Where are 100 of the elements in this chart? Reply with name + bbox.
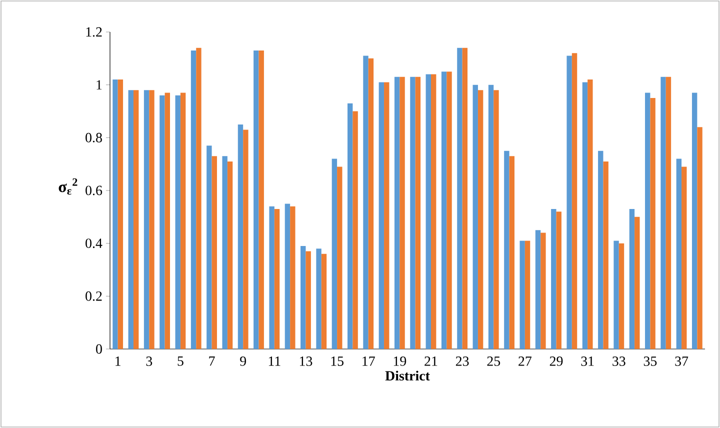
bar — [274, 208, 280, 349]
bar — [618, 243, 624, 349]
bar — [160, 95, 165, 349]
bar — [243, 130, 248, 349]
bar — [128, 90, 134, 349]
bar — [149, 90, 154, 349]
bar — [509, 156, 514, 349]
bar — [196, 48, 202, 349]
bar — [384, 82, 390, 349]
x-tick-label: 9 — [240, 356, 246, 366]
bar — [572, 53, 578, 349]
bar — [692, 92, 698, 349]
bar — [660, 76, 666, 349]
bar — [212, 156, 217, 349]
bar — [446, 72, 452, 349]
x-tick-label: 3 — [146, 356, 152, 366]
bar — [337, 166, 342, 349]
bar — [269, 206, 274, 349]
bar — [645, 92, 650, 349]
bar — [378, 82, 384, 349]
bar — [629, 208, 635, 349]
bar — [306, 251, 311, 349]
bar — [222, 156, 228, 349]
x-tick-label: 33 — [612, 356, 626, 366]
bar — [300, 246, 306, 349]
bar — [112, 80, 118, 349]
y-tick-label: 0 — [96, 344, 102, 354]
bar — [582, 82, 588, 349]
y-tick-label: 0.6 — [86, 186, 102, 196]
x-tick-label: 11 — [268, 356, 280, 366]
bar — [520, 240, 525, 349]
bar — [634, 216, 640, 349]
y-axis-title: σ$_{ε}$2 — [58, 178, 78, 195]
y-tick-label: 1.2 — [86, 27, 102, 37]
bar — [227, 161, 233, 349]
x-tick-label: 31 — [581, 356, 594, 366]
bar — [133, 90, 139, 349]
bar — [426, 74, 431, 349]
x-tick-label: 23 — [456, 356, 469, 366]
bar — [321, 254, 327, 349]
bar — [556, 212, 562, 349]
bar — [504, 150, 510, 349]
bar — [614, 240, 619, 349]
bar — [494, 90, 499, 349]
x-tick-label: 15 — [331, 356, 344, 366]
x-tick-label: 19 — [394, 356, 406, 366]
bar — [258, 50, 264, 349]
bar — [478, 90, 484, 349]
bar — [682, 166, 687, 349]
x-tick-label: 37 — [675, 356, 688, 366]
x-tick-label: 13 — [300, 356, 312, 366]
bar — [697, 127, 702, 349]
x-tick-label: 7 — [209, 356, 215, 366]
bar — [472, 84, 478, 349]
bar — [352, 111, 358, 349]
x-tick-label: 29 — [550, 356, 563, 366]
x-axis-title: District — [385, 370, 430, 381]
bar — [348, 103, 353, 349]
x-tick-label: 35 — [644, 356, 657, 366]
bar — [535, 230, 541, 349]
bar — [400, 76, 405, 349]
bar — [457, 48, 462, 349]
bar — [540, 232, 546, 349]
bar — [676, 158, 682, 349]
bar — [462, 48, 468, 349]
bar — [415, 76, 421, 349]
bar — [363, 56, 368, 349]
bar — [175, 95, 180, 349]
bar — [410, 76, 416, 349]
bar — [666, 76, 672, 349]
bar — [254, 50, 259, 349]
bar — [551, 208, 556, 349]
bar — [603, 161, 608, 349]
bar — [650, 98, 656, 349]
x-tick-label: 17 — [362, 356, 375, 366]
y-tick-label: 0.4 — [86, 238, 102, 248]
y-tick-label: 1 — [96, 80, 102, 90]
bar — [488, 84, 494, 349]
bar — [566, 56, 572, 349]
bar — [430, 74, 436, 349]
bar — [524, 240, 530, 349]
x-tick-label: 1 — [116, 356, 120, 366]
bar — [332, 158, 338, 349]
bar — [368, 58, 374, 349]
y-tick-label: 0.8 — [86, 132, 102, 142]
bar — [144, 90, 150, 349]
bar — [206, 146, 212, 349]
bar — [441, 72, 447, 349]
x-tick-label: 27 — [518, 356, 532, 366]
bar — [238, 124, 244, 349]
bar — [290, 206, 296, 349]
x-tick-label: 21 — [424, 356, 438, 366]
bar — [284, 204, 290, 349]
bar — [598, 150, 604, 349]
bar — [394, 76, 400, 349]
bar — [180, 92, 186, 349]
x-tick-label: 5 — [178, 356, 184, 366]
bar — [588, 80, 593, 349]
bar — [316, 248, 322, 349]
y-tick-label: 0.2 — [86, 291, 102, 301]
